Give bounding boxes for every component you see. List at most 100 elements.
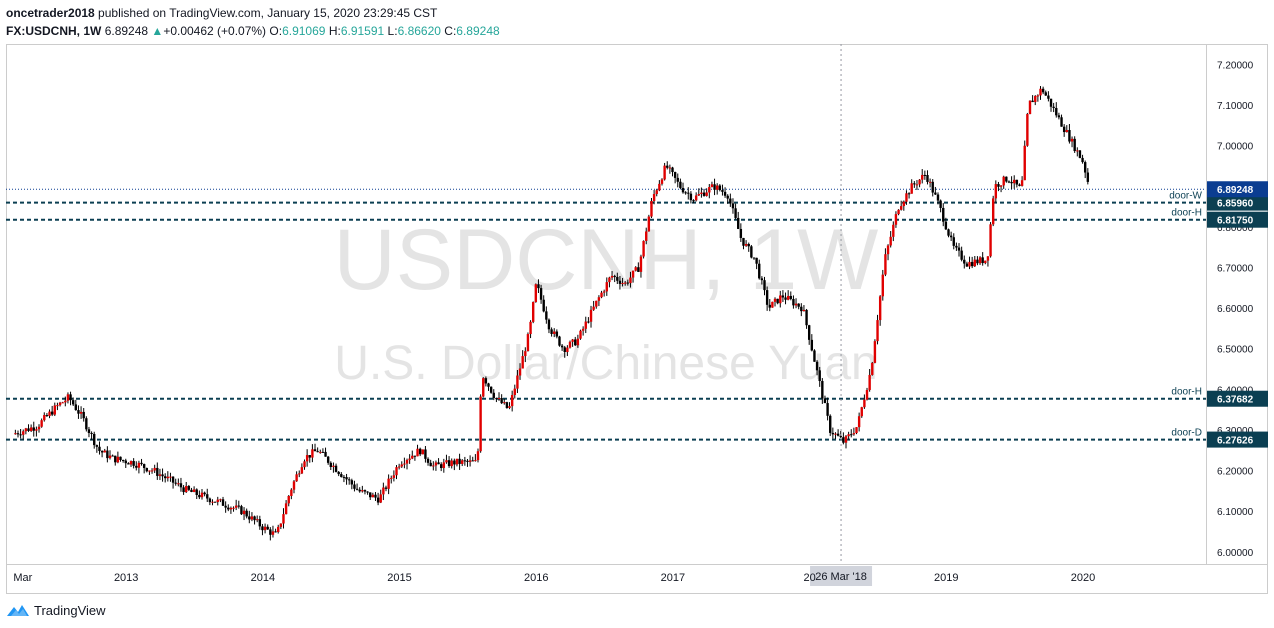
candle-body-212 <box>571 339 574 342</box>
candle-body-137 <box>374 494 377 498</box>
candle-body-186 <box>503 402 506 404</box>
candle-body-339 <box>905 193 908 202</box>
candle-body-223 <box>600 292 603 298</box>
crosshair-label-bg <box>810 566 873 586</box>
candle-body-28 <box>87 429 91 433</box>
candle-body-68 <box>192 489 196 492</box>
time-axis[interactable]: Mar 2013 2014 2015 2016 2017 20 2019 2020 <box>13 572 1095 584</box>
price-axis[interactable]: 6.000006.100006.200006.300006.400006.500… <box>1207 60 1268 559</box>
candle-body-189 <box>510 395 514 407</box>
candle-body-130 <box>355 488 359 490</box>
candle-body-157 <box>426 458 430 463</box>
candle-body-354 <box>944 221 948 230</box>
candle-body-400 <box>1065 130 1068 133</box>
chart-area[interactable]: USDCNH, 1W U.S. Dollar/Chinese Yuan door… <box>6 44 1268 594</box>
candle-body-84 <box>234 505 238 508</box>
candle-body-23 <box>74 404 78 411</box>
candle-body-45 <box>132 461 135 466</box>
candle-body-247 <box>663 165 666 180</box>
candle-body-109 <box>300 467 304 474</box>
candle-body-216 <box>581 328 585 331</box>
candle-body-252 <box>676 177 679 182</box>
candle-body-43 <box>127 463 130 465</box>
y-tick-label-10: 7.00000 <box>1217 142 1254 153</box>
candle-body-253 <box>679 181 682 188</box>
candle-body-237 <box>637 267 640 272</box>
candle-body-264 <box>708 187 711 193</box>
candle-body-251 <box>673 172 677 178</box>
candle-body-389 <box>1036 95 1040 97</box>
candle-body-383 <box>1020 180 1024 186</box>
candle-body-272 <box>729 198 732 204</box>
candle-body-147 <box>400 464 403 467</box>
candle-body-174 <box>471 460 474 462</box>
candle-body-123 <box>337 471 340 475</box>
candle-body-256 <box>687 192 690 194</box>
open-value: 6.91069 <box>282 24 326 38</box>
candle-body-353 <box>942 207 945 222</box>
candle-body-136 <box>371 494 375 498</box>
candle-body-340 <box>907 193 911 195</box>
candle-body-317 <box>847 434 850 437</box>
candle-body-378 <box>1007 181 1011 183</box>
candle-body-248 <box>666 165 669 168</box>
candle-body-289 <box>773 298 777 302</box>
candle-body-298 <box>797 303 800 307</box>
candle-body-140 <box>382 487 385 495</box>
candle-body-320 <box>855 427 858 434</box>
candle-body-118 <box>324 451 327 457</box>
candle-body-205 <box>553 331 556 334</box>
candle-body-131 <box>358 489 361 492</box>
candle-body-333 <box>889 236 892 246</box>
candle-body-69 <box>195 489 198 496</box>
candle-body-232 <box>623 282 627 284</box>
watermark-symbol: USDCNH, 1W <box>334 212 879 308</box>
level-price-tag-bg-3 <box>1207 431 1268 448</box>
candle-body-293 <box>784 297 787 300</box>
level-tag-1: door-H <box>1171 208 1202 219</box>
candle-body-268 <box>718 185 722 191</box>
candle-body-122 <box>334 465 338 472</box>
close-value: 6.89248 <box>456 24 500 38</box>
candle-body-210 <box>566 347 569 353</box>
candle-body-386 <box>1028 100 1032 115</box>
candle-body-398 <box>1060 117 1063 127</box>
last-price-tag: 6.89248 <box>1217 185 1254 196</box>
candle-body-144 <box>392 475 396 478</box>
candle-body-63 <box>179 483 183 488</box>
candle-body-263 <box>705 192 708 196</box>
author-name[interactable]: oncetrader2018 <box>6 6 95 20</box>
candle-body-343 <box>915 184 919 186</box>
candle-body-222 <box>597 297 601 301</box>
candle-body-162 <box>439 464 443 469</box>
tradingview-logo-icon[interactable] <box>6 602 30 618</box>
tradingview-brand[interactable]: TradingView <box>34 602 106 618</box>
candle-body-88 <box>245 510 248 517</box>
candle-body-143 <box>390 477 393 479</box>
level-price-tag-2: 6.37682 <box>1217 395 1254 406</box>
candle-body-106 <box>292 481 296 490</box>
horizontal-levels: door-W door-H door-H door-D <box>6 188 1206 441</box>
candle-body-209 <box>563 347 566 353</box>
candle-body-141 <box>384 487 388 489</box>
candle-body-394 <box>1049 98 1053 107</box>
candle-body-388 <box>1034 96 1037 103</box>
candle-body-163 <box>442 462 446 469</box>
candle-body-203 <box>547 319 551 330</box>
candle-body-238 <box>639 256 643 272</box>
candle-body-36 <box>108 455 112 459</box>
candle-body-381 <box>1015 179 1019 185</box>
candle-body-153 <box>416 448 419 457</box>
candle-body-83 <box>232 507 235 509</box>
candle-body-187 <box>505 402 509 408</box>
x-tick-label-0: Mar <box>13 572 32 584</box>
candle-body-134 <box>366 491 369 493</box>
candle-body-70 <box>198 495 201 498</box>
candle-body-64 <box>182 487 185 493</box>
candle-body-104 <box>287 495 290 504</box>
price-chart-svg[interactable]: USDCNH, 1W U.S. Dollar/Chinese Yuan door… <box>6 44 1268 594</box>
candle-body-259 <box>694 195 698 201</box>
candle-body-80 <box>224 505 227 508</box>
candle-body-197 <box>531 302 535 322</box>
candle-body-178 <box>482 378 485 397</box>
